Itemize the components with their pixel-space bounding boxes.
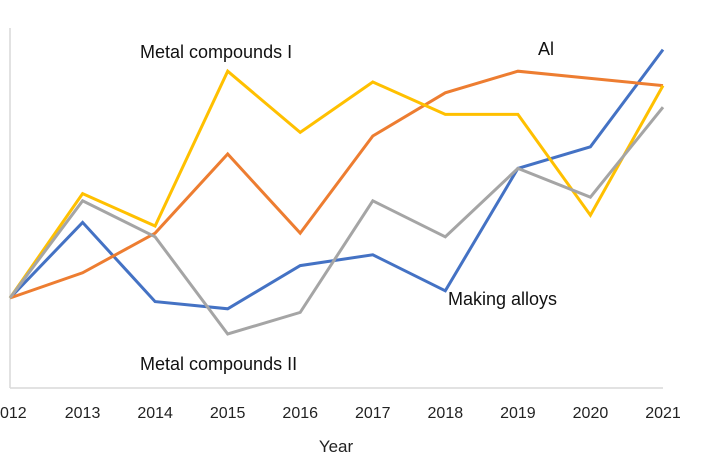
annotation-metal-compounds-i: Metal compounds I bbox=[140, 42, 292, 62]
series-line-metal-compounds-i bbox=[8, 68, 665, 299]
series-line-al bbox=[9, 69, 664, 300]
x-tick-2017: 2017 bbox=[355, 405, 391, 422]
annotation-al: Al bbox=[538, 39, 554, 59]
x-axis-title: Year bbox=[319, 437, 354, 456]
x-tick-2013: 2013 bbox=[65, 405, 101, 422]
series-line-making-alloys bbox=[8, 48, 665, 311]
x-tick-2020: 2020 bbox=[573, 405, 609, 422]
x-tick-2015: 2015 bbox=[210, 405, 246, 422]
x-tick-2012: 012 bbox=[0, 405, 27, 422]
x-tick-labels: 012 2013 2014 2015 2016 2017 2018 2019 2020 2021 bbox=[0, 405, 681, 422]
annotation-metal-compounds-ii: Metal compounds II bbox=[140, 354, 297, 374]
series-layer bbox=[8, 48, 665, 336]
annotation-making-alloys: Making alloys bbox=[448, 289, 557, 309]
x-tick-2014: 2014 bbox=[137, 405, 173, 422]
x-tick-2016: 2016 bbox=[282, 405, 318, 422]
series-line-metal-compounds-ii bbox=[8, 106, 665, 336]
x-tick-2021: 2021 bbox=[645, 405, 681, 422]
x-tick-2018: 2018 bbox=[428, 405, 464, 422]
series-annotations: Metal compounds I Al Making alloys Metal… bbox=[140, 39, 557, 374]
x-tick-2019: 2019 bbox=[500, 405, 536, 422]
